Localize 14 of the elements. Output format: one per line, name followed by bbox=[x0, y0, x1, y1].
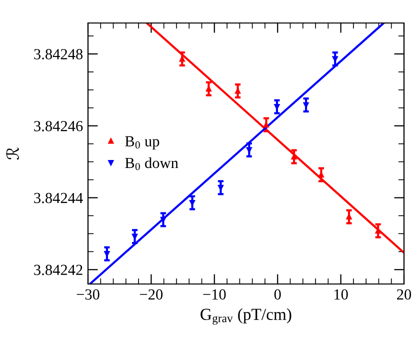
y-axis-title: ℛ bbox=[6, 147, 19, 160]
legend-label: B$_{0}$ down bbox=[125, 157, 178, 170]
y-tick-label: 3.84248 bbox=[34, 49, 83, 60]
x-tick-label: 0 bbox=[274, 289, 281, 300]
x-axis-title: G$_{grav}$ (pT/cm) bbox=[200, 308, 292, 325]
x-tick-label: 10 bbox=[334, 289, 348, 300]
y-tick-label: 3.84246 bbox=[34, 120, 83, 132]
x-tick-label: −30 bbox=[76, 289, 100, 300]
x-tick-label: −20 bbox=[140, 289, 163, 300]
x-tick-label: 20 bbox=[397, 289, 412, 300]
legend-label: B$_{0}$ up bbox=[125, 136, 160, 150]
x-tick-label: −10 bbox=[203, 289, 226, 300]
y-tick-label: 3.84244 bbox=[34, 192, 83, 204]
y-tick-label: 3.84242 bbox=[34, 264, 82, 276]
